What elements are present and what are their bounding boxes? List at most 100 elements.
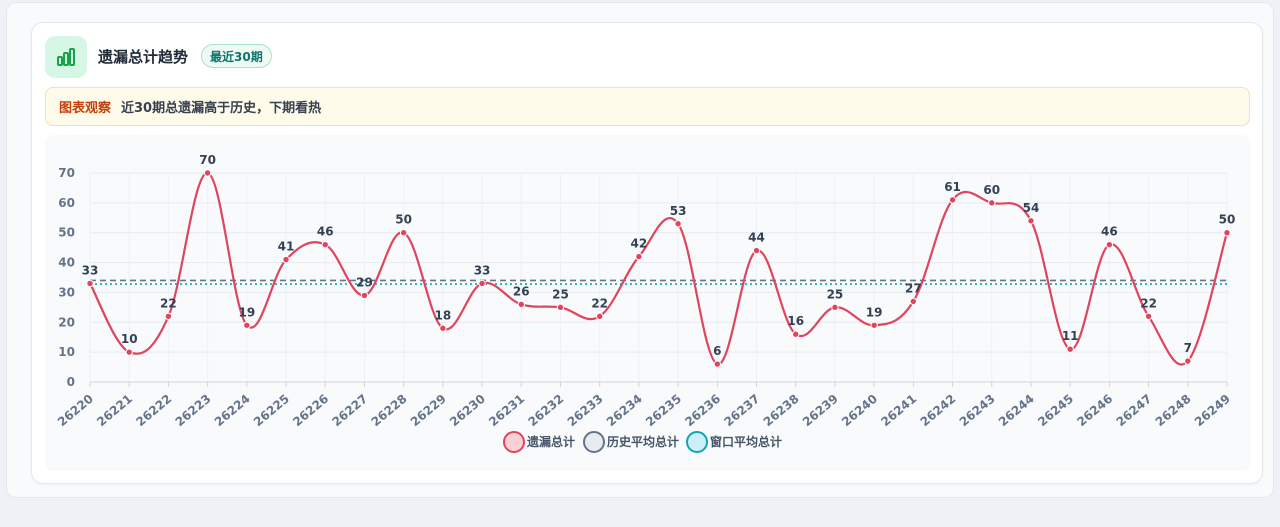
data-point[interactable]	[948, 196, 957, 204]
data-point[interactable]	[752, 246, 761, 255]
data-label: 11	[1062, 329, 1079, 343]
data-point[interactable]	[282, 255, 290, 264]
data-point[interactable]	[595, 312, 604, 321]
data-label: 61	[944, 180, 961, 194]
card-title: 遗漏总计趋势	[98, 48, 189, 66]
data-label: 70	[199, 153, 216, 167]
x-tick-label: 26229	[408, 392, 449, 430]
data-point[interactable]	[203, 169, 212, 177]
data-point[interactable]	[909, 297, 918, 306]
data-label: 22	[591, 296, 608, 310]
data-point[interactable]	[243, 321, 251, 329]
legend-item-main-label[interactable]: 遗漏总计	[526, 434, 575, 449]
x-tick-label: 26249	[1192, 392, 1233, 430]
data-point[interactable]	[125, 348, 133, 356]
data-label: 16	[787, 314, 804, 328]
trend-card: 遗漏总计趋势 最近30期 图表观察 近30期总遗漏高于历史，下期看热 0 10 20…	[31, 22, 1263, 484]
data-label: 27	[905, 281, 922, 295]
x-tick-label: 26242	[917, 392, 958, 430]
x-tick-label: 26221	[94, 392, 135, 430]
data-point[interactable]	[988, 199, 996, 207]
data-point[interactable]	[556, 303, 565, 312]
data-point[interactable]	[399, 229, 408, 237]
chart-panel: 0 10 20 30 40 50 60 70 26220 26221 26222 26223 26224…	[45, 135, 1250, 471]
data-label: 46	[1101, 225, 1118, 239]
x-tick-label: 26238	[761, 392, 802, 430]
data-point[interactable]	[1066, 345, 1074, 353]
data-label: 19	[238, 305, 255, 319]
data-point[interactable]	[1144, 312, 1153, 321]
data-label: 54	[1023, 201, 1040, 215]
insight-text: 近30期总遗漏高于历史，下期看热	[121, 101, 322, 116]
series-line-main	[89, 171, 1229, 366]
data-point[interactable]	[713, 360, 722, 368]
y-tick-label: 30	[58, 285, 75, 299]
insight-label: 图表观察	[59, 101, 112, 116]
period-badge: 最近30期	[201, 44, 272, 68]
data-point[interactable]	[360, 291, 369, 300]
data-point[interactable]	[478, 279, 486, 288]
x-tick-label: 26235	[643, 392, 684, 430]
data-label: 19	[866, 305, 883, 319]
x-tick-label: 26241	[878, 392, 919, 430]
data-point[interactable]	[164, 312, 173, 321]
data-point[interactable]	[86, 279, 94, 288]
data-label: 50	[395, 213, 412, 227]
x-tick-label: 26243	[957, 392, 998, 430]
data-point[interactable]	[517, 300, 525, 309]
data-label: 22	[160, 296, 177, 310]
data-point[interactable]	[674, 220, 682, 228]
legend-item-history-avg-swatch[interactable]	[583, 431, 605, 453]
x-tick-label: 26244	[996, 392, 1037, 430]
data-label: 25	[552, 287, 569, 301]
legend-item-main-swatch[interactable]	[503, 431, 525, 453]
x-tick-label: 26232	[525, 392, 566, 430]
data-label: 18	[435, 308, 452, 322]
data-label: 22	[1140, 296, 1157, 310]
x-tick-label: 26225	[251, 392, 292, 430]
x-tick-label: 26220	[55, 392, 96, 430]
data-label: 44	[748, 231, 765, 245]
data-label: 7	[1184, 341, 1192, 355]
y-tick-label: 70	[58, 166, 75, 180]
bar-chart-icon	[45, 36, 87, 78]
legend-item-history-avg-label[interactable]: 历史平均总计	[607, 434, 679, 449]
data-label: 53	[670, 204, 687, 218]
x-tick-label: 26233	[565, 392, 606, 430]
x-tick-label: 26227	[329, 392, 370, 430]
data-point[interactable]	[792, 330, 800, 338]
data-point[interactable]	[439, 324, 447, 332]
x-tick-label: 26239	[800, 392, 841, 430]
data-point[interactable]	[831, 303, 839, 312]
x-tick-label: 26237	[721, 392, 762, 430]
legend-item-window-avg-swatch[interactable]	[686, 431, 708, 453]
data-point[interactable]	[1184, 357, 1192, 365]
data-point[interactable]	[1027, 217, 1035, 225]
data-point[interactable]	[1223, 229, 1231, 237]
x-tick-label: 26222	[133, 392, 174, 430]
x-tick-label: 26234	[604, 392, 645, 430]
x-tick-label: 26247	[1114, 392, 1155, 430]
data-label: 33	[474, 263, 491, 277]
x-tick-label: 26226	[290, 392, 331, 430]
data-label: 33	[82, 263, 99, 277]
data-label: 46	[317, 225, 334, 239]
y-tick-label: 60	[58, 196, 75, 210]
data-label: 60	[983, 183, 1000, 197]
x-tick-label: 26224	[212, 392, 253, 430]
data-point[interactable]	[1105, 240, 1114, 249]
x-tick-label: 26228	[369, 392, 410, 430]
data-label: 6	[713, 344, 721, 358]
x-tick-label: 26231	[486, 392, 527, 430]
legend-item-window-avg-label[interactable]: 窗口平均总计	[710, 434, 782, 449]
data-point[interactable]	[870, 321, 878, 329]
data-point[interactable]	[321, 240, 329, 249]
data-label: 26	[513, 284, 530, 298]
x-tick-label: 26230	[447, 392, 488, 430]
x-tick-label: 26246	[1074, 392, 1115, 430]
x-tick-label: 26223	[173, 392, 214, 430]
page-container: 遗漏总计趋势 最近30期 图表观察 近30期总遗漏高于历史，下期看热 0 10 20…	[6, 2, 1274, 498]
data-label: 42	[631, 237, 648, 251]
data-point[interactable]	[635, 252, 643, 261]
insight-banner: 图表观察 近30期总遗漏高于历史，下期看热	[45, 87, 1250, 126]
